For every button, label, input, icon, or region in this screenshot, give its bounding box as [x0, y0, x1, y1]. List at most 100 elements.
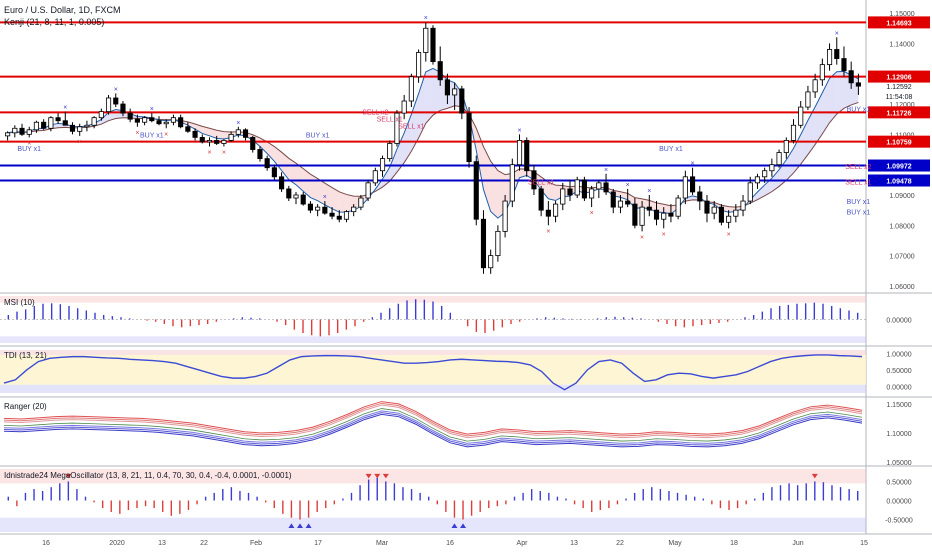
- time-tick-label: Mar: [376, 540, 389, 547]
- candle-body: [682, 176, 688, 199]
- fractal-high-marker: ×: [323, 194, 327, 201]
- candle-body: [372, 170, 378, 184]
- candle-body: [394, 112, 400, 144]
- fractal-high-marker: ×: [236, 120, 240, 127]
- sell-signal-label: SELL x1: [398, 123, 424, 130]
- buy-arrow-marker: [288, 523, 295, 528]
- candle-body: [156, 120, 162, 125]
- candle-body: [704, 200, 710, 214]
- time-tick-label: 2020: [109, 540, 125, 547]
- sell-arrow-marker: [374, 473, 381, 479]
- candle-body: [105, 97, 112, 113]
- buy-signal-label: BUY x1: [306, 132, 330, 139]
- indicator-tick-label: 1.05000: [886, 460, 911, 467]
- candle-body: [545, 209, 551, 217]
- candle-body: [653, 209, 660, 220]
- ma-cloud-segment: [303, 168, 311, 198]
- candle-body: [581, 179, 587, 199]
- candle-body: [185, 126, 191, 132]
- candle-body: [19, 127, 25, 135]
- ranger-line: [3, 402, 863, 437]
- candle-body: [531, 170, 537, 190]
- fractal-high-marker: ×: [424, 15, 428, 22]
- indicator-tick-label: 0.00000: [886, 384, 911, 391]
- fractal-low-marker: ×: [546, 228, 550, 235]
- candle-body: [351, 206, 357, 213]
- fractal-low-marker: ×: [135, 130, 139, 137]
- time-tick-label: 17: [314, 540, 322, 547]
- candle-body: [646, 206, 652, 211]
- chart-panes: MSI (10) TDI (13, 21) Ranger (20) Idnistrad…: [0, 0, 932, 535]
- ma-cloud-segment: [663, 204, 671, 214]
- candle-body: [560, 188, 566, 205]
- candle-body: [726, 215, 732, 223]
- time-tick-label: 16: [42, 540, 50, 547]
- level-label: 1.09478: [886, 178, 911, 185]
- candle-body: [798, 106, 804, 126]
- candle-body: [790, 124, 797, 141]
- buy-arrow-marker: [297, 523, 304, 528]
- fractal-low-marker: ×: [27, 140, 31, 147]
- indicator-tick-label: 0.00000: [886, 499, 911, 506]
- candle-body: [293, 194, 299, 199]
- fractal-high-marker: ×: [647, 188, 651, 195]
- candle-body: [91, 117, 97, 126]
- candle-body: [610, 191, 616, 208]
- time-axis: 16 2020 13 22 Feb 17 Mar 16 Apr 13 22 May 18 Jun 15: [42, 540, 868, 547]
- candle-body: [841, 58, 847, 72]
- candle-body: [480, 218, 487, 269]
- ma-cloud-segment: [317, 178, 325, 205]
- tdi-upper-band: [0, 350, 866, 355]
- candle-body: [221, 140, 227, 144]
- ma-cloud-segment: [209, 128, 217, 139]
- buy-signal-label: BUY x1: [847, 107, 871, 114]
- time-tick-label: 22: [200, 540, 208, 547]
- time-tick-label: 15: [860, 540, 868, 547]
- candle-body: [77, 126, 83, 132]
- candle-body: [235, 129, 241, 135]
- time-tick-label: 16: [446, 540, 454, 547]
- price-tick-label: 1.06000: [889, 284, 914, 291]
- candle-body: [401, 100, 407, 114]
- sell-arrow-marker: [382, 473, 389, 479]
- candle-body: [473, 161, 479, 220]
- candle-body: [603, 182, 609, 193]
- candle-body: [769, 164, 775, 172]
- candle-body: [718, 206, 724, 223]
- candle-body: [589, 188, 595, 199]
- ma-cloud-segment: [324, 183, 333, 209]
- candle-body: [625, 200, 631, 205]
- price-tick-label: 1.08000: [889, 223, 914, 230]
- candle-body: [697, 191, 703, 202]
- candle-body: [358, 197, 364, 208]
- candle-body: [307, 203, 313, 211]
- ma-cloud-segment: [541, 176, 549, 199]
- buy-arrow-marker: [451, 523, 458, 528]
- ma-cloud-segment: [274, 146, 282, 171]
- candle-body: [430, 27, 436, 63]
- ma-cloud-segment: [332, 187, 340, 213]
- candle-body: [574, 179, 580, 196]
- candle-body: [848, 70, 854, 84]
- fractal-high-marker: ×: [114, 86, 118, 93]
- sell-arrow-marker: [811, 473, 818, 479]
- candle-body: [214, 140, 220, 144]
- fractal-high-marker: ×: [63, 105, 67, 112]
- ranger-line: [3, 412, 863, 446]
- candle-body: [336, 215, 342, 220]
- ma-cloud-segment: [836, 71, 844, 115]
- candle-body: [178, 117, 184, 128]
- buy-signal-label: BUY x1: [847, 199, 871, 206]
- fractal-high-marker: ×: [691, 161, 695, 168]
- candle-body: [675, 197, 681, 217]
- candle-body: [192, 130, 198, 138]
- candle-body: [495, 230, 501, 257]
- indicator-tick-label: 0.00000: [886, 318, 911, 325]
- oversold-band: [0, 336, 866, 343]
- ma-cloud-segment: [339, 191, 347, 213]
- candle-body: [62, 120, 68, 126]
- indicator-tick-label: 1.15000: [886, 402, 911, 409]
